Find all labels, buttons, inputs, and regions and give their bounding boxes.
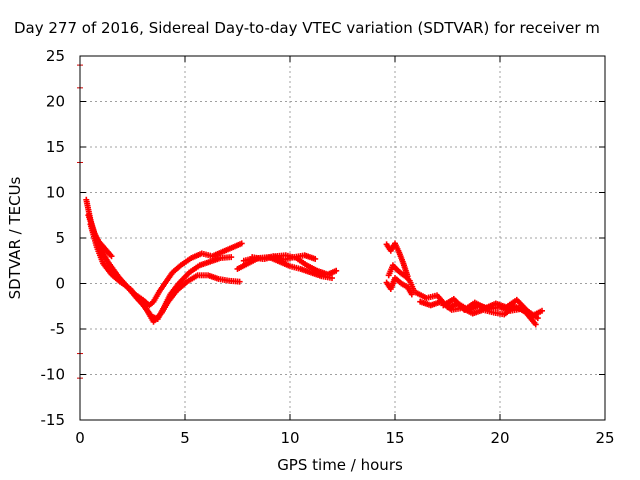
data-point bbox=[236, 278, 243, 285]
x-tick-label: 0 bbox=[75, 429, 85, 447]
grid-lines bbox=[80, 56, 605, 420]
data-point bbox=[108, 253, 115, 260]
x-axis-title: GPS time / hours bbox=[277, 456, 403, 474]
data-point bbox=[333, 267, 340, 274]
y-tick-label: 10 bbox=[46, 184, 65, 202]
data-point bbox=[408, 291, 415, 298]
data-point bbox=[539, 307, 545, 314]
data-point bbox=[228, 254, 235, 261]
data-points bbox=[77, 62, 545, 382]
y-axis-title: SDTVAR / TECUs bbox=[6, 176, 24, 299]
y-tick-label: 20 bbox=[46, 93, 65, 111]
data-point bbox=[532, 321, 539, 328]
x-tick-label: 10 bbox=[280, 429, 299, 447]
y-tick-label: 5 bbox=[55, 229, 65, 247]
y-tick-label: -10 bbox=[41, 366, 66, 384]
axis-ticks: 0 5 10 15 20 25 -15 -10 -5 0 5 10 15 20 25 bbox=[41, 47, 615, 447]
x-tick-label: 25 bbox=[595, 429, 614, 447]
y-tick-label: 25 bbox=[46, 47, 65, 65]
chart-title: Day 277 of 2016, Sidereal Day-to-day VTE… bbox=[14, 19, 600, 37]
x-tick-label: 5 bbox=[180, 429, 190, 447]
data-point bbox=[329, 275, 335, 282]
x-tick-label: 15 bbox=[385, 429, 404, 447]
y-tick-label: 0 bbox=[55, 275, 65, 293]
plot-frame bbox=[79, 55, 606, 421]
data-point bbox=[238, 240, 245, 247]
y-tick-label: -15 bbox=[41, 411, 66, 429]
data-point bbox=[312, 255, 319, 262]
data-point bbox=[534, 315, 541, 322]
y-tick-label: 15 bbox=[46, 138, 65, 156]
y-tick-label: -5 bbox=[50, 320, 65, 338]
x-tick-label: 20 bbox=[490, 429, 509, 447]
